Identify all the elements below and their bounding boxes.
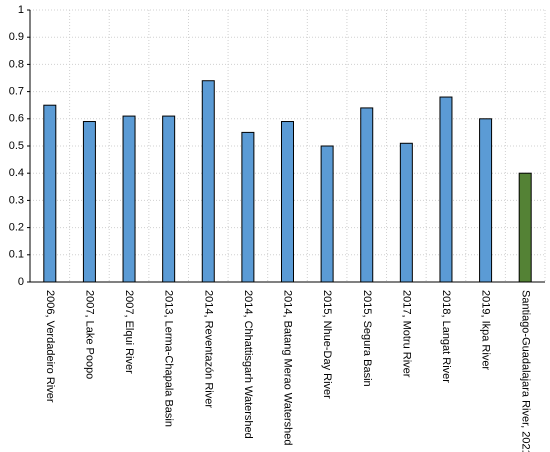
- bar: [360, 107, 374, 283]
- y-tick-label: 0.2: [9, 222, 24, 234]
- bar: [82, 121, 96, 283]
- y-tick-label: 0.6: [9, 113, 24, 125]
- bar: [43, 104, 57, 283]
- x-tick-label: 2015, Segura Basin: [361, 290, 373, 387]
- bar: [122, 115, 136, 283]
- y-tick-label: 0.7: [9, 86, 24, 98]
- bar: [439, 96, 453, 283]
- bar: [399, 142, 413, 283]
- bar: [518, 172, 532, 283]
- x-tick-label: 2007, Lake Poopo: [84, 290, 96, 379]
- x-tick-label: 2007, Elqui River: [123, 290, 135, 374]
- bar: [241, 131, 255, 283]
- x-tick-label: 2006, Verdadeiro River: [44, 290, 56, 403]
- y-tick-label: 0.3: [9, 194, 24, 206]
- y-tick-label: 0.9: [9, 31, 24, 43]
- bar: [281, 121, 294, 283]
- x-tick-label: 2017, Motru River: [400, 290, 412, 378]
- bar: [479, 118, 493, 283]
- y-tick-label: 0.4: [9, 167, 24, 179]
- x-tick-label: 2014, Batang Merao Watershed: [282, 290, 294, 446]
- x-tick-label: 2019, Ikpa River: [480, 290, 492, 370]
- x-tick-label: 2013, Lerma-Chapala Basin: [163, 290, 175, 427]
- x-tick-label: 2015, Nhue-Day River: [321, 290, 333, 399]
- bar: [320, 145, 334, 283]
- x-tick-label: 2014, Reventazón River: [202, 290, 214, 408]
- bar: [162, 115, 176, 283]
- y-tick-label: 0.1: [9, 249, 24, 261]
- y-tick-label: 0.5: [9, 140, 24, 152]
- x-tick-label: Santiago-Guadalajara River, 2021: [519, 290, 531, 452]
- x-tick-label: 2014, Chhattisgarh Watershed: [242, 290, 254, 439]
- x-tick-label: 2018, Langat River: [440, 290, 452, 383]
- bar: [201, 80, 215, 283]
- y-tick-label: 1: [18, 4, 24, 16]
- y-tick-label: 0: [18, 276, 24, 288]
- y-tick-label: 0.8: [9, 58, 24, 70]
